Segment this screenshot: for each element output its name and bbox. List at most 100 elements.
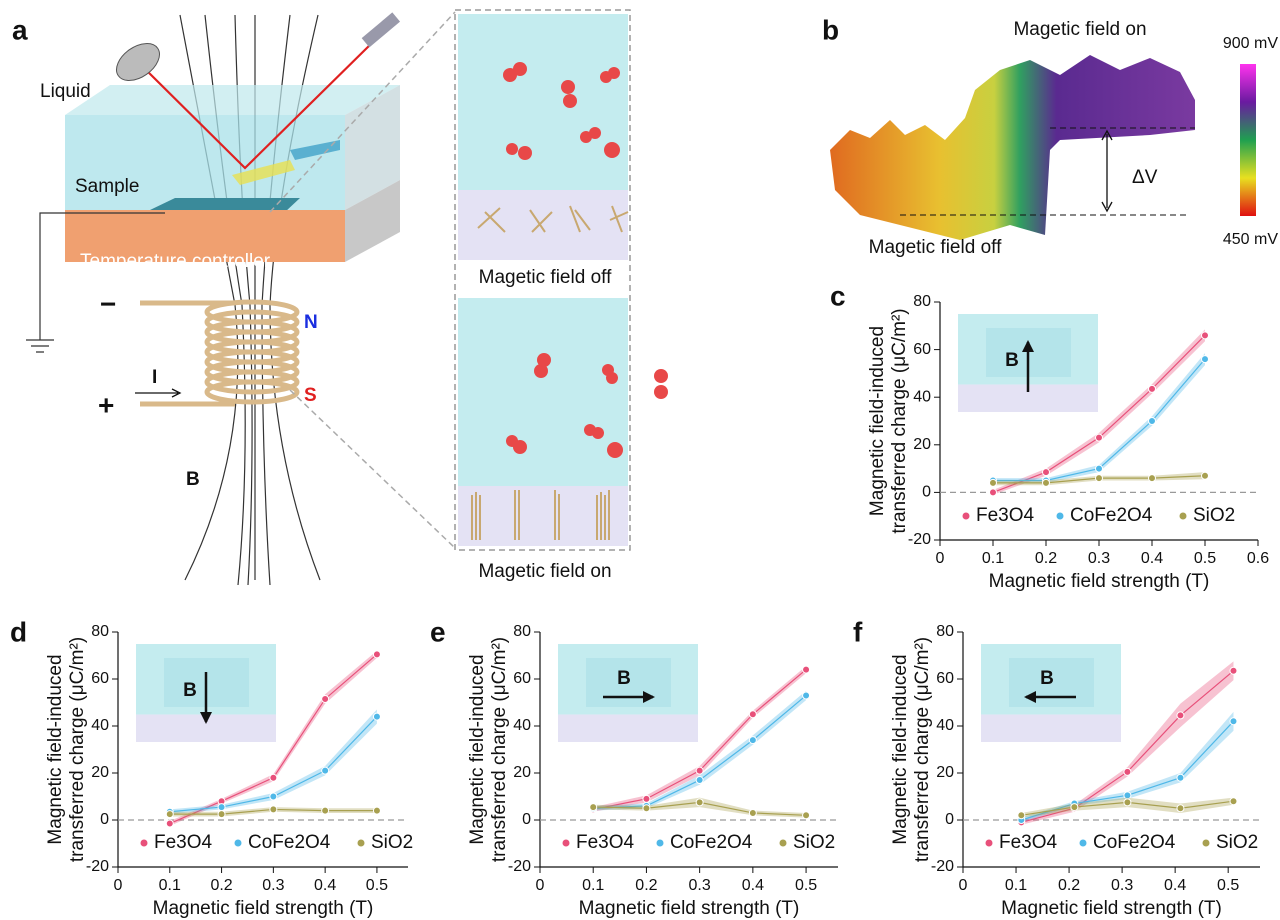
inset-arrowhead (1024, 691, 1036, 703)
data-point (1095, 464, 1103, 473)
inset-label: B (1005, 350, 1019, 371)
data-point (1176, 804, 1185, 813)
inset-arrowhead (643, 691, 655, 703)
laser-source (361, 12, 401, 48)
data-point (1229, 666, 1238, 675)
data-point (372, 806, 381, 815)
x-tick-label: 0.3 (689, 877, 711, 894)
data-point (321, 694, 330, 703)
legend-marker (140, 839, 148, 847)
x-tick-label: 0.4 (1141, 550, 1163, 567)
label: Magetic field on (478, 561, 611, 582)
y-tick-label: 80 (913, 293, 931, 310)
y-tick-label: 20 (513, 764, 531, 781)
label: ΔV (1132, 167, 1158, 188)
legend-marker (562, 839, 570, 847)
ground-wire (39, 212, 165, 340)
x-axis-title: Magnetic field strength (T) (1001, 898, 1222, 919)
x-tick-label: 0 (936, 550, 945, 567)
label: Sample (75, 176, 139, 197)
legend-label: Fe3O4 (976, 505, 1035, 526)
chart: f -20 0 20 40 60 80 0 0.1 0.2 0.3 0.4 0.5 Magnetic fi… (853, 616, 1260, 919)
y-tick-label: 60 (913, 341, 931, 358)
y-tick-label: 80 (513, 623, 531, 640)
data-point (269, 773, 278, 782)
x-tick-label: 0.5 (366, 877, 388, 894)
y-tick-label: 40 (913, 388, 931, 405)
panel-letter: d (10, 616, 27, 647)
y-axis-title: transferred charge (μC/m²) (67, 637, 88, 862)
x-tick-label: 0.6 (1247, 550, 1269, 567)
data-point (802, 665, 811, 674)
data-point (748, 736, 757, 745)
x-tick-label: 0 (536, 877, 545, 894)
label: − (100, 288, 116, 319)
coil (140, 299, 300, 407)
panel-b: b ΔV Magetic field on Magetic field off … (822, 14, 1278, 258)
inset-bottom (981, 714, 1121, 742)
y-tick-label: 80 (936, 623, 954, 640)
controller (65, 210, 345, 262)
y-tick-label: 0 (100, 811, 109, 828)
inset-label: B (1040, 668, 1054, 689)
legend-marker (1179, 512, 1187, 520)
inset-label: B (617, 668, 631, 689)
chart: d -20 0 20 40 60 80 0 0.1 0.2 0.3 0.4 0.5 Magnetic fi… (10, 616, 413, 919)
legend-marker (1202, 839, 1210, 847)
data-point (695, 766, 704, 775)
y-tick-label: 0 (945, 811, 954, 828)
x-tick-label: 0.2 (635, 877, 657, 894)
x-tick-label: 0.1 (159, 877, 181, 894)
beam (232, 160, 295, 185)
label: Magetic field off (479, 267, 612, 288)
y-tick-label: 20 (91, 764, 109, 781)
y-tick-label: 80 (91, 623, 109, 640)
y-tick-label: 60 (936, 670, 954, 687)
x-tick-label: 0.3 (262, 877, 284, 894)
level-lines (900, 127, 1195, 216)
controller-side (345, 180, 400, 262)
data-point (989, 478, 997, 487)
y-tick-label: 40 (91, 717, 109, 734)
data-point (748, 808, 757, 817)
x-tick-label: 0.2 (1058, 877, 1080, 894)
label: Liquid (40, 81, 91, 102)
data-point (589, 803, 598, 812)
sample (150, 198, 300, 212)
chart: e -20 0 20 40 60 80 0 0.1 0.2 0.3 0.4 0.5 Magnetic fi… (430, 616, 838, 919)
y-axis-title: Magnetic field-induced (45, 654, 66, 844)
data-point (1017, 811, 1026, 820)
legend-label: Fe3O4 (999, 832, 1058, 853)
inset-bottom (558, 714, 698, 742)
panel-letter: a (12, 14, 28, 45)
y-tick-label: 60 (513, 670, 531, 687)
x-tick-label: 0 (959, 877, 968, 894)
y-axis-title: transferred charge (μC/m²) (912, 637, 933, 862)
legend-label: Fe3O4 (154, 832, 213, 853)
legend-label: CoFe2O4 (1070, 505, 1153, 526)
current-arrow (135, 388, 182, 398)
data-point (1201, 471, 1209, 480)
data-point (372, 650, 381, 659)
data-point (1123, 798, 1132, 807)
label: + (98, 389, 114, 420)
legend-label: Fe3O4 (576, 832, 635, 853)
zoom-box (454, 9, 631, 551)
data-point (1123, 767, 1132, 776)
y-tick-label: 20 (913, 436, 931, 453)
x-tick-label: 0.5 (1217, 877, 1239, 894)
x-tick-label: 0.4 (314, 877, 336, 894)
panel-letter: b (822, 14, 839, 45)
legend-label: SiO2 (1193, 505, 1235, 526)
label: Temperature controller (80, 251, 271, 272)
label: 450 mV (1223, 231, 1278, 248)
data-point (1201, 331, 1209, 340)
x-axis-title: Magnetic field strength (T) (153, 898, 374, 919)
data-point (642, 804, 651, 813)
label: 900 mV (1223, 35, 1278, 52)
legend-label: SiO2 (1216, 832, 1258, 853)
label: Magetic field on (1013, 19, 1146, 40)
panel-letter: e (430, 616, 446, 647)
y-tick-label: -20 (931, 858, 954, 875)
data-point (1201, 355, 1209, 364)
